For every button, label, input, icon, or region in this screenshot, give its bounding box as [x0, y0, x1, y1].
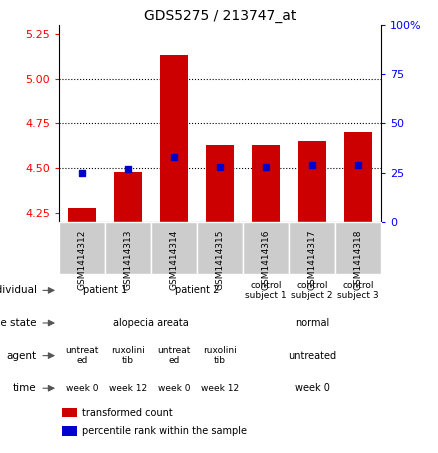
- Title: GDS5275 / 213747_at: GDS5275 / 213747_at: [144, 9, 296, 23]
- Text: alopecia areata: alopecia areata: [113, 318, 189, 328]
- Text: agent: agent: [7, 351, 37, 361]
- Text: week 0: week 0: [66, 384, 99, 393]
- Text: GSM1414318: GSM1414318: [353, 230, 363, 290]
- Text: normal: normal: [295, 318, 329, 328]
- Text: GSM1414316: GSM1414316: [261, 230, 271, 290]
- Text: week 12: week 12: [109, 384, 147, 393]
- Text: individual: individual: [0, 285, 37, 295]
- Text: patient 1: patient 1: [83, 285, 127, 295]
- Text: untreated: untreated: [288, 351, 336, 361]
- Text: week 0: week 0: [295, 383, 329, 393]
- FancyBboxPatch shape: [151, 222, 197, 274]
- Text: untreat
ed: untreat ed: [157, 346, 191, 365]
- Text: GSM1414313: GSM1414313: [124, 230, 133, 290]
- Bar: [62, 426, 77, 436]
- Bar: [206, 145, 234, 222]
- Text: patient 2: patient 2: [175, 285, 219, 295]
- Text: GSM1414312: GSM1414312: [78, 230, 87, 290]
- Bar: [68, 207, 96, 222]
- Text: ruxolini
tib: ruxolini tib: [111, 346, 145, 365]
- Text: week 12: week 12: [201, 384, 239, 393]
- Text: transformed count: transformed count: [81, 408, 173, 418]
- FancyBboxPatch shape: [289, 222, 335, 274]
- FancyBboxPatch shape: [243, 222, 289, 274]
- Text: week 0: week 0: [158, 384, 191, 393]
- Text: untreat
ed: untreat ed: [65, 346, 99, 365]
- Text: GSM1414315: GSM1414315: [215, 230, 225, 290]
- Bar: [160, 55, 188, 222]
- Text: control
subject 2: control subject 2: [291, 281, 333, 300]
- Bar: [344, 132, 372, 222]
- Bar: [298, 141, 326, 222]
- FancyBboxPatch shape: [59, 222, 105, 274]
- FancyBboxPatch shape: [197, 222, 243, 274]
- Text: disease state: disease state: [0, 318, 37, 328]
- Text: GSM1414317: GSM1414317: [307, 230, 317, 290]
- Text: time: time: [13, 383, 37, 393]
- Text: percentile rank within the sample: percentile rank within the sample: [81, 426, 247, 436]
- Text: GSM1414314: GSM1414314: [170, 230, 179, 290]
- Text: control
subject 1: control subject 1: [245, 281, 287, 300]
- Text: control
subject 3: control subject 3: [337, 281, 379, 300]
- FancyBboxPatch shape: [335, 222, 381, 274]
- Text: ruxolini
tib: ruxolini tib: [203, 346, 237, 365]
- Bar: [62, 408, 77, 418]
- Bar: [252, 145, 280, 222]
- Bar: [114, 172, 142, 222]
- FancyBboxPatch shape: [105, 222, 151, 274]
